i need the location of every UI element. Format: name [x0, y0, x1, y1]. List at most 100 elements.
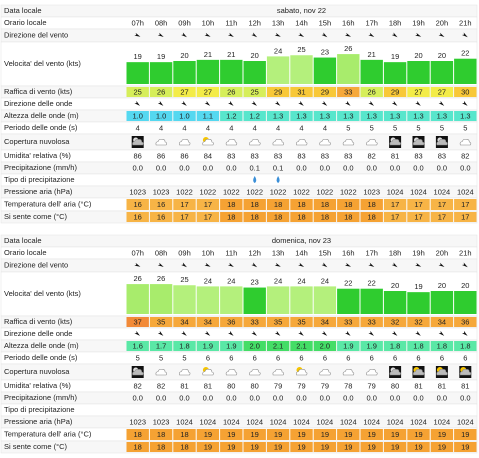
direction-arrow [415, 330, 421, 336]
cell-value: 29 [274, 87, 282, 96]
cloud [459, 368, 472, 376]
arrow-shape [228, 100, 234, 106]
row-background [0, 258, 478, 273]
value-cell [243, 341, 266, 351]
direction-arrow [134, 330, 140, 336]
direction-arrow [438, 100, 445, 106]
wind-speed-bar [360, 59, 383, 84]
direction-arrow [157, 262, 164, 267]
wind-speed-value: 24 [227, 276, 235, 285]
value-cell [313, 87, 337, 97]
cell-value: 80 [251, 381, 259, 390]
cell-value: 86 [134, 151, 142, 160]
cell-value: 4 [136, 123, 140, 132]
cell-value: 18 [344, 212, 352, 221]
cloud-icon [131, 136, 144, 148]
cloud-icon [272, 368, 284, 376]
wind-speed-value: 26 [344, 44, 352, 53]
wind-speed-value: 20 [438, 51, 446, 60]
cell-value: 0.0 [203, 163, 213, 172]
cell-value: 26 [157, 87, 165, 96]
value-cell [360, 199, 383, 210]
direction-arrow [181, 32, 187, 38]
row-label: Direzione delle onde [4, 99, 72, 108]
cell-value: 5 [440, 123, 444, 132]
arrow-shape [298, 262, 305, 267]
cell-value: 6 [393, 353, 397, 362]
value-cell [149, 429, 173, 440]
value-cell [196, 111, 220, 121]
cloud [295, 138, 308, 146]
cloud-icon [131, 366, 144, 378]
cell-value: 1.0 [179, 111, 189, 120]
value-cell [360, 87, 383, 97]
cell-value: 31 [297, 87, 305, 96]
direction-arrow [415, 262, 422, 267]
value-cell [337, 341, 360, 351]
cell-value: 1.3 [273, 111, 283, 120]
wind-speed-bar [337, 54, 360, 84]
arrow-shape [368, 32, 375, 37]
direction-arrow [251, 100, 257, 106]
arrow-shape [251, 330, 257, 336]
value-cell [383, 429, 407, 440]
cell-value: 2.1 [296, 341, 306, 350]
cell-value: 1023 [153, 187, 170, 196]
arrow-shape [344, 262, 352, 267]
cell-value: 16 [157, 212, 165, 221]
direction-arrow [391, 262, 398, 268]
cell-value: 0.0 [273, 393, 283, 402]
cloud [202, 368, 214, 376]
cell-value: 1024 [200, 417, 217, 426]
direction-arrow [298, 100, 304, 106]
value-cell [196, 442, 220, 452]
value-cell [430, 212, 454, 222]
row-label: Copertura nuvolosa [4, 367, 70, 376]
cloud [342, 138, 355, 146]
cell-value: 19 [438, 430, 446, 439]
cell-value: 1024 [434, 187, 451, 196]
cloud [436, 138, 448, 146]
wind-speed-value: 20 [391, 281, 399, 290]
cell-value: 0.0 [413, 393, 423, 402]
cloud [319, 368, 331, 376]
wind-speed-bar [407, 61, 430, 84]
cell-value: 33 [251, 317, 259, 326]
value-cell [220, 442, 243, 452]
cloud [459, 138, 472, 146]
row-label: Periodo delle onde (s) [4, 123, 78, 132]
cloud-icon [412, 366, 425, 378]
rain-drop [253, 176, 257, 183]
value-cell [220, 341, 243, 351]
cell-value: 1.9 [203, 341, 213, 350]
row-background [0, 234, 478, 248]
value-cell [173, 87, 196, 97]
cell-value: 1.3 [437, 111, 447, 120]
cell-value: 6 [463, 353, 467, 362]
cell-value: 18 [251, 212, 259, 221]
cell-value: 1.6 [132, 341, 142, 350]
direction-arrow [321, 32, 328, 38]
cell-value: 0.1 [249, 163, 259, 172]
cloud-icon [178, 138, 191, 146]
value-cell [290, 199, 313, 210]
cell-value: 17h [365, 18, 378, 27]
arrow-shape [251, 262, 258, 268]
cell-value: 32 [414, 317, 422, 326]
cloud [272, 368, 284, 376]
row-label: Periodo delle onde (s) [4, 353, 78, 362]
cell-value: 19 [274, 442, 282, 451]
cell-value: 4 [182, 123, 186, 132]
arrow-shape [181, 262, 187, 268]
value-cell [454, 317, 477, 327]
arrow-shape [321, 262, 328, 268]
cloud-icon [389, 136, 402, 148]
cell-value: 19 [204, 442, 212, 451]
value-cell [243, 429, 266, 440]
arrow-shape [438, 100, 445, 106]
value-cell [243, 111, 266, 121]
cell-value: 84 [204, 151, 212, 160]
arrow-shape [181, 32, 187, 38]
value-cell [290, 87, 313, 97]
direction-arrow [274, 32, 281, 37]
